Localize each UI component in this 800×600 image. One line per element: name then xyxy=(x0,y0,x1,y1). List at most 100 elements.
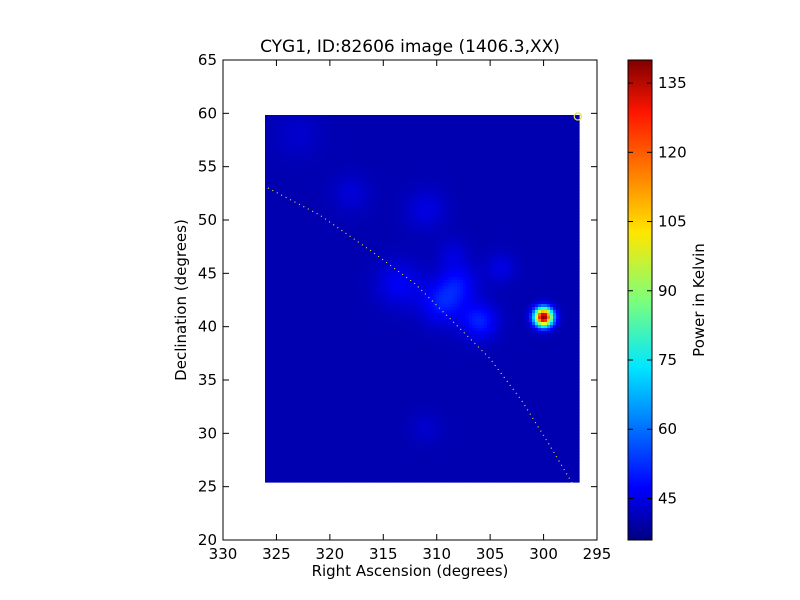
heatmap-cell xyxy=(541,184,545,188)
heatmap-cell xyxy=(295,148,299,152)
heatmap-cell xyxy=(304,181,308,185)
heatmap-cell xyxy=(394,130,398,134)
heatmap-cell xyxy=(529,127,533,131)
heatmap-cell xyxy=(505,148,509,152)
heatmap-cell xyxy=(340,187,344,191)
heatmap-cell xyxy=(295,181,299,185)
heatmap-cell xyxy=(409,118,413,122)
heatmap-cell xyxy=(541,157,545,161)
heatmap-cell xyxy=(463,178,467,182)
heatmap-cell xyxy=(442,178,446,182)
heatmap-cell xyxy=(511,163,515,167)
heatmap-cell xyxy=(268,130,272,134)
heatmap-cell xyxy=(352,169,356,173)
heatmap-cell xyxy=(565,139,569,143)
heatmap-cell xyxy=(343,163,347,167)
heatmap-cell xyxy=(292,133,296,137)
heatmap-cell xyxy=(466,184,470,188)
heatmap-cell xyxy=(286,181,290,185)
heatmap-cell xyxy=(505,163,509,167)
heatmap-cell xyxy=(310,121,314,125)
heatmap-cell xyxy=(445,184,449,188)
heatmap-cell xyxy=(394,154,398,158)
heatmap-cell xyxy=(505,151,509,155)
heatmap-cell xyxy=(322,133,326,137)
heatmap-cell xyxy=(376,175,380,179)
heatmap-cell xyxy=(457,124,461,128)
heatmap-cell xyxy=(499,139,503,143)
heatmap-cell xyxy=(265,115,269,119)
heatmap-cell xyxy=(406,181,410,185)
heatmap-cell xyxy=(478,154,482,158)
heatmap-cell xyxy=(559,181,563,185)
heatmap-cell xyxy=(277,127,281,131)
heatmap-cell xyxy=(448,115,452,119)
heatmap-cell xyxy=(571,172,575,176)
heatmap-cell xyxy=(427,160,431,164)
heatmap-cell xyxy=(484,130,488,134)
heatmap-cell xyxy=(352,148,356,152)
heatmap-cell xyxy=(478,163,482,167)
heatmap-cell xyxy=(529,145,533,149)
heatmap-cell xyxy=(466,139,470,143)
heatmap-cell xyxy=(568,148,572,152)
heatmap-cell xyxy=(298,181,302,185)
heatmap-cell xyxy=(577,157,580,161)
heatmap-cell xyxy=(451,175,455,179)
heatmap-cell xyxy=(442,172,446,176)
heatmap-cell xyxy=(532,145,536,149)
heatmap-cell xyxy=(340,172,344,176)
heatmap-cell xyxy=(526,181,530,185)
heatmap-cell xyxy=(538,160,542,164)
heatmap-cell xyxy=(574,157,578,161)
heatmap-cell xyxy=(502,130,506,134)
heatmap-cell xyxy=(403,187,407,191)
heatmap-cell xyxy=(514,151,518,155)
heatmap-cell xyxy=(547,163,551,167)
heatmap-cell xyxy=(379,172,383,176)
heatmap-cell xyxy=(304,154,308,158)
heatmap-cell xyxy=(427,169,431,173)
heatmap-cell xyxy=(412,130,416,134)
heatmap-cell xyxy=(373,115,377,119)
heatmap-cell xyxy=(382,187,386,191)
heatmap-cell xyxy=(454,172,458,176)
heatmap-cell xyxy=(397,166,401,170)
heatmap-cell xyxy=(274,172,278,176)
heatmap-cell xyxy=(382,121,386,125)
heatmap-cell xyxy=(547,181,551,185)
heatmap-cell xyxy=(274,193,278,197)
heatmap-cell xyxy=(538,172,542,176)
heatmap-cell xyxy=(481,130,485,134)
heatmap-cell xyxy=(349,187,353,191)
heatmap-cell xyxy=(331,178,335,182)
heatmap-cell xyxy=(289,172,293,176)
heatmap-cell xyxy=(565,124,569,128)
heatmap-cell xyxy=(427,145,431,149)
heatmap-cell xyxy=(574,148,578,152)
heatmap-cell xyxy=(493,142,497,146)
heatmap-cell xyxy=(472,190,476,194)
heatmap-cell xyxy=(322,160,326,164)
heatmap-cell xyxy=(295,190,299,194)
heatmap-cell xyxy=(559,163,563,167)
heatmap-cell xyxy=(568,124,572,128)
heatmap-cell xyxy=(307,190,311,194)
heatmap-cell xyxy=(424,184,428,188)
heatmap-cell xyxy=(418,163,422,167)
heatmap-cell xyxy=(280,142,284,146)
heatmap-cell xyxy=(445,175,449,179)
heatmap-cell xyxy=(355,187,359,191)
heatmap-cell xyxy=(433,142,437,146)
heatmap-cell xyxy=(355,115,359,119)
heatmap-cell xyxy=(481,142,485,146)
heatmap-cell xyxy=(376,145,380,149)
heatmap-cell xyxy=(412,160,416,164)
heatmap-cell xyxy=(385,148,389,152)
heatmap-cell xyxy=(490,139,494,143)
heatmap-cell xyxy=(415,115,419,119)
heatmap-cell xyxy=(532,175,536,179)
heatmap-cell xyxy=(340,133,344,137)
heatmap-cell xyxy=(430,178,434,182)
heatmap-cell xyxy=(385,121,389,125)
